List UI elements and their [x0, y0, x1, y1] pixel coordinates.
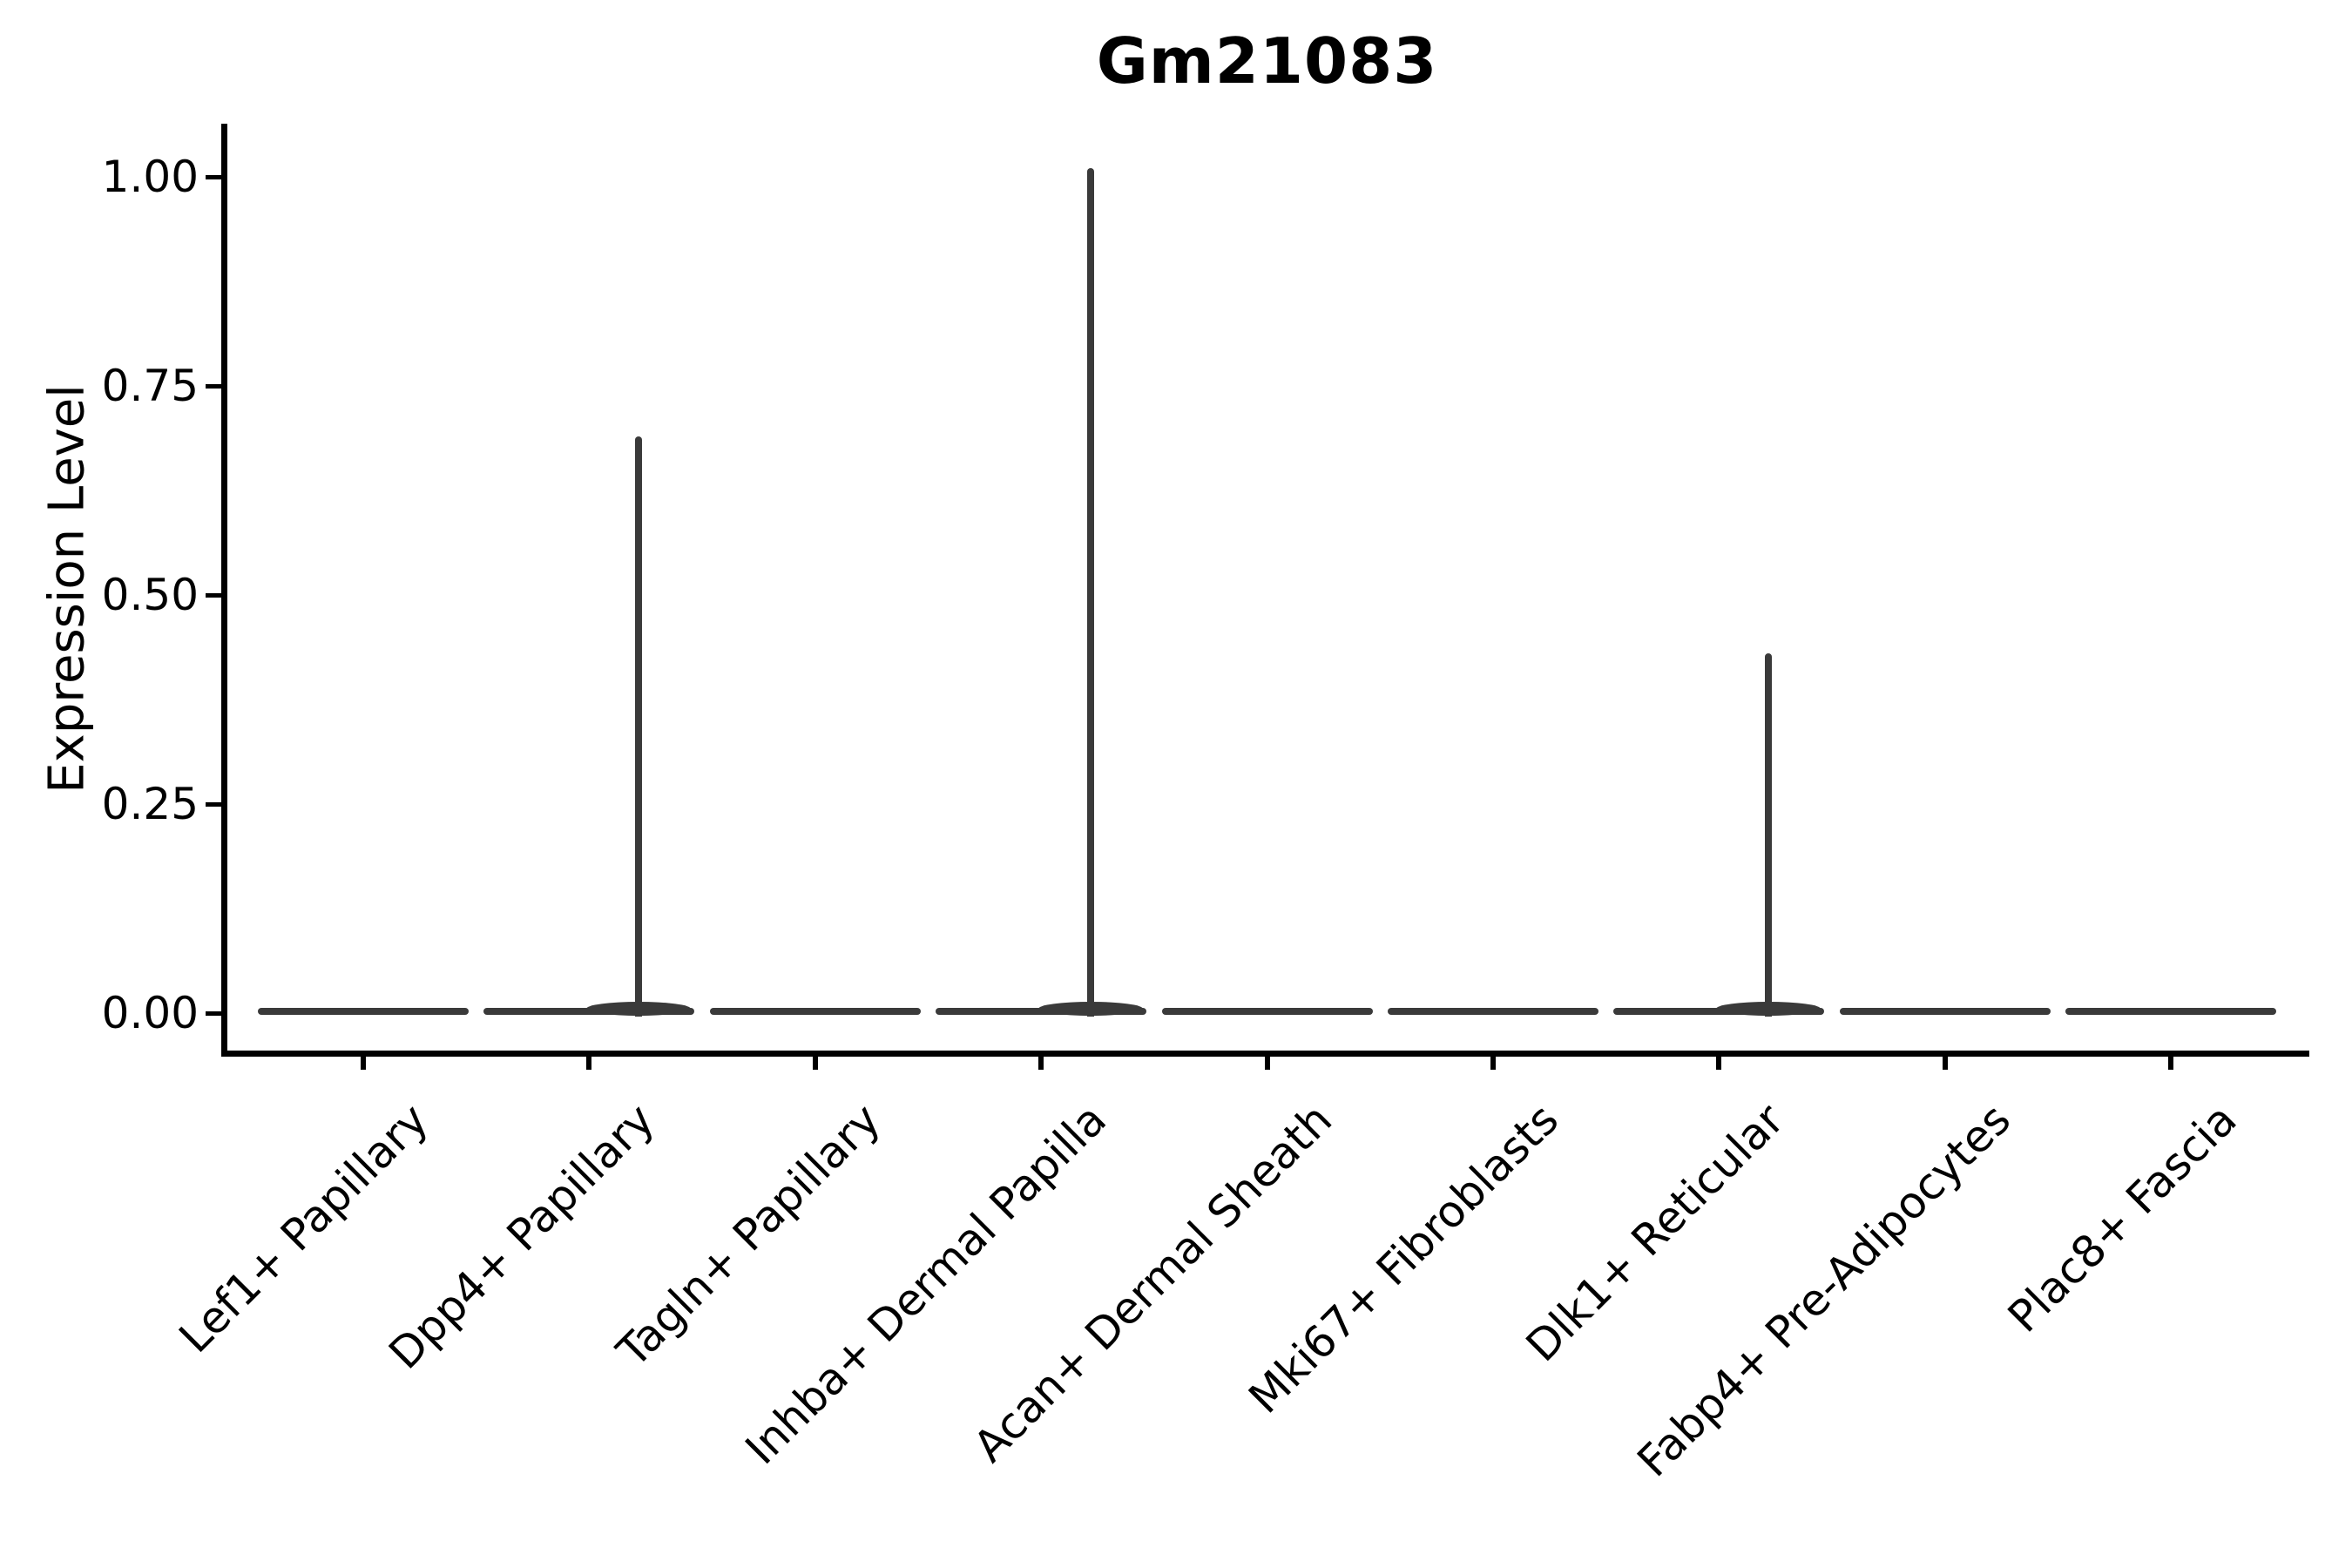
x-axis-label: Lef1+ Papillary: [169, 1094, 439, 1363]
violin-spike: [1765, 653, 1773, 1017]
x-tick-mark: [1264, 1057, 1270, 1070]
violin-spike: [635, 436, 643, 1017]
y-tick-mark: [206, 801, 221, 807]
y-tick-label: 0.50: [101, 570, 199, 620]
x-tick-mark: [361, 1057, 366, 1070]
violin-baseline: [1839, 1008, 2051, 1015]
y-tick-label: 0.00: [101, 988, 199, 1038]
x-tick-mark: [586, 1057, 592, 1070]
y-tick-mark: [206, 383, 221, 389]
chart-title: Gm21083: [1096, 24, 1438, 98]
x-tick-mark: [1490, 1057, 1496, 1070]
x-axis-label: Fabp4+ Pre-Adipocytes: [1627, 1094, 2020, 1487]
violin-baseline: [709, 1008, 921, 1015]
x-tick-mark: [1038, 1057, 1044, 1070]
x-axis-label: Inhba+ Dermal Papilla: [735, 1094, 1117, 1475]
y-tick-mark: [206, 174, 221, 179]
violin-baseline: [258, 1008, 469, 1015]
x-tick-mark: [2168, 1057, 2174, 1070]
y-tick-mark: [206, 1010, 221, 1016]
violin-baseline: [1388, 1008, 1598, 1015]
x-axis-label: Acan+ Dermal Sheath: [964, 1094, 1342, 1472]
y-tick-mark: [206, 592, 221, 598]
x-tick-mark: [1942, 1057, 1948, 1070]
y-tick-label: 0.25: [101, 779, 199, 829]
violin-baseline: [936, 1008, 1147, 1015]
y-axis-line: [221, 124, 227, 1057]
violin-spike: [1087, 168, 1095, 1017]
x-tick-mark: [812, 1057, 818, 1070]
y-axis-title: Expression Level: [38, 384, 96, 794]
violin-baseline: [1161, 1008, 1373, 1015]
x-axis-line: [221, 1051, 2309, 1057]
x-tick-mark: [1716, 1057, 1722, 1070]
y-tick-label: 0.75: [101, 361, 199, 411]
y-tick-label: 1.00: [101, 152, 199, 202]
violin-baseline: [2065, 1008, 2277, 1015]
x-axis-label: Plac8+ Fascia: [1997, 1094, 2247, 1342]
